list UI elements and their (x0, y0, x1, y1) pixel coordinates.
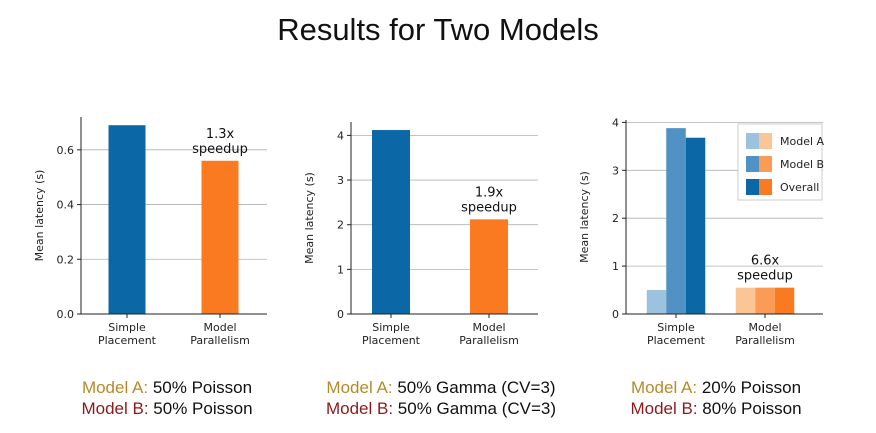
speedup-label: speedup (461, 200, 517, 215)
caption-model-a-label: Model A: (326, 378, 393, 397)
bar (735, 287, 756, 314)
caption-chart-1: Model A: 50% Poisson Model B: 50% Poisso… (72, 377, 262, 419)
y-tick-label: 1 (612, 260, 619, 273)
x-tick-label: Simple Placement (647, 321, 706, 347)
legend-label: Model A (780, 135, 825, 148)
bar (108, 125, 146, 314)
legend-label: Overall (780, 181, 819, 194)
caption-model-b-label: Model B: (325, 399, 394, 418)
caption-model-b-text: 80% Poisson (702, 399, 802, 418)
caption-chart-2: Model A: 50% Gamma (CV=3) Model B: 50% G… (316, 377, 566, 419)
caption-model-b-label: Model B: (630, 399, 698, 418)
bar (755, 287, 775, 314)
y-tick-label: 0.0 (57, 308, 75, 321)
x-tick-label: Simple Placement (362, 321, 421, 347)
legend-swatch (746, 179, 759, 195)
y-axis-label: Mean latency (s) (33, 170, 46, 262)
caption-model-a-text: 50% Gamma (CV=3) (397, 378, 556, 397)
x-tick-label: Model Parallelism (459, 321, 519, 347)
bar (372, 130, 410, 314)
y-axis-label: Mean latency (s) (303, 172, 316, 264)
speedup-value: 1.9x (475, 185, 504, 200)
caption-model-a-label: Model A: (81, 378, 149, 397)
y-tick-label: 0.4 (57, 199, 75, 212)
y-tick-label: 0.2 (57, 253, 75, 266)
caption-chart-3: Model A: 20% Poisson Model B: 80% Poisso… (620, 377, 812, 419)
bar (470, 219, 508, 314)
legend-swatch (759, 133, 772, 149)
x-tick-label: Model Parallelism (735, 321, 795, 347)
y-tick-label: 0 (612, 308, 619, 321)
speedup-label: speedup (192, 142, 248, 157)
x-tick-label: Model Parallelism (190, 321, 250, 347)
speedup-value: 1.3x (206, 127, 235, 142)
y-tick-label: 0.6 (57, 144, 75, 157)
y-tick-label: 3 (337, 174, 344, 187)
bar (774, 287, 795, 314)
page-title: Results for Two Models (277, 12, 599, 47)
y-axis-label: Mean latency (s) (578, 171, 591, 263)
legend-swatch (746, 133, 759, 149)
legend-swatch (746, 156, 759, 172)
caption-model-a-text: 50% Poisson (152, 378, 253, 397)
legend-swatch (759, 156, 772, 172)
y-tick-label: 0 (337, 308, 344, 321)
legend-swatch (759, 179, 772, 195)
y-tick-label: 4 (612, 116, 619, 129)
caption-model-a-label: Model A: (630, 378, 698, 397)
caption-model-a-text: 20% Poisson (701, 378, 802, 397)
speedup-label: speedup (737, 269, 793, 284)
x-tick-label: Simple Placement (98, 321, 157, 347)
speedup-value: 6.6x (751, 254, 780, 269)
caption-model-b-text: 50% Gamma (CV=3) (397, 399, 557, 418)
bar (685, 137, 706, 314)
y-tick-label: 4 (337, 129, 344, 142)
legend-label: Model B (780, 158, 824, 171)
bar (666, 128, 686, 314)
bar (201, 160, 239, 314)
y-tick-label: 3 (612, 164, 619, 177)
caption-model-b-label: Model B: (81, 399, 149, 418)
y-tick-label: 2 (612, 212, 619, 225)
y-tick-label: 2 (337, 219, 344, 232)
bar (646, 290, 667, 314)
caption-model-b-text: 50% Poisson (153, 399, 253, 418)
y-tick-label: 1 (337, 263, 344, 276)
